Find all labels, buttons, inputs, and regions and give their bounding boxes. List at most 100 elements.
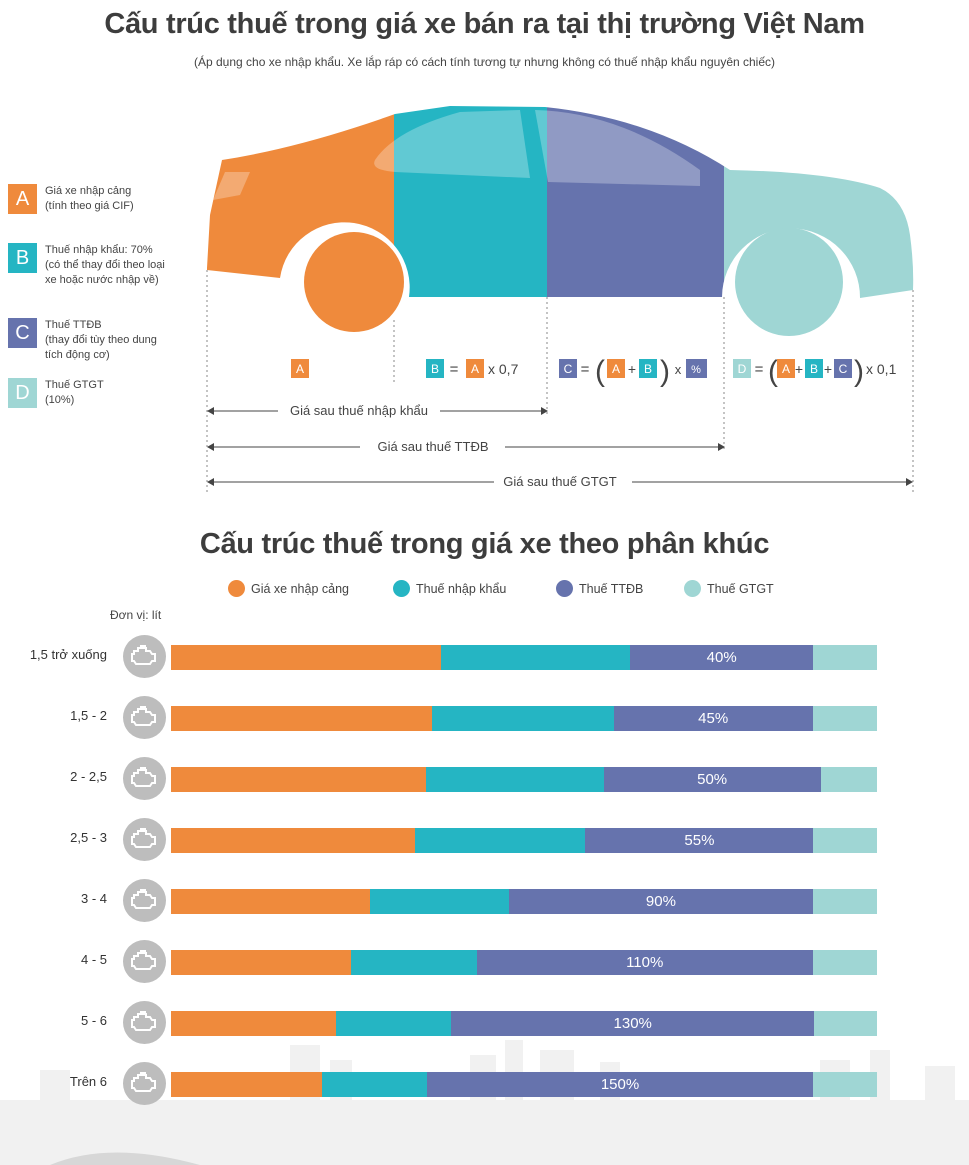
legend-label: Giá xe nhập cảng	[251, 581, 349, 596]
bar-segment: 50%	[603, 767, 821, 792]
unit-label: Đơn vị: lít	[110, 608, 162, 622]
svg-text:C: C	[839, 362, 848, 376]
category-label: 4 - 5	[80, 952, 107, 967]
bar-segment: 90%	[509, 889, 813, 914]
letter-box-a: A	[8, 184, 37, 214]
svg-text:): )	[660, 355, 670, 388]
stacked-bar: 110%	[171, 950, 877, 975]
bar-segment	[171, 645, 442, 670]
bar-segment	[322, 1072, 428, 1097]
bar-row: 4 - 5 110%	[0, 940, 969, 984]
bar-row: 3 - 4 90%	[0, 879, 969, 923]
stacked-bar: 150%	[171, 1072, 877, 1097]
engine-icon	[123, 1001, 166, 1044]
car-rear-wheel	[735, 228, 843, 336]
page-title: Cấu trúc thuế trong giá xe bán ra tại th…	[104, 8, 865, 40]
category-label: 1,5 trở xuống	[29, 647, 107, 662]
component-d-line1: Thuế GTGT	[45, 379, 104, 391]
bar-segment: 55%	[585, 828, 814, 853]
component-b-line1: Thuế nhập khẩu: 70%	[45, 244, 153, 256]
special-tax-rate-label: 45%	[698, 710, 729, 727]
special-tax-rate-label: 130%	[613, 1015, 652, 1032]
legend-item-import-tax: Thuế nhập khẩu	[393, 580, 506, 597]
component-text-d: Thuế GTGT (10%)	[45, 378, 180, 408]
category-label: Trên 6	[69, 1074, 107, 1089]
bar-row: 1,5 - 2 45%	[0, 696, 969, 740]
car-segment-b	[394, 106, 547, 298]
engine-icon	[123, 879, 166, 922]
svg-text:B: B	[431, 362, 439, 376]
legend-dot-light-teal	[684, 580, 701, 597]
engine-icon	[123, 635, 166, 678]
engine-icon	[123, 757, 166, 800]
special-tax-rate-label: 150%	[600, 1076, 640, 1093]
component-b-line3: xe hoặc nước nhập về)	[45, 274, 159, 286]
bar-row: 1,5 trở xuống 40%	[0, 635, 969, 679]
component-a-line1: Giá xe nhập cảng	[45, 185, 132, 197]
engine-icon	[123, 1062, 166, 1105]
car-front-wheel	[304, 232, 404, 332]
bar-row: Trên 6 150%	[0, 1062, 969, 1106]
engine-icon	[123, 940, 166, 983]
engine-icon	[123, 818, 166, 861]
svg-text:(: (	[595, 355, 605, 388]
svg-text:B: B	[644, 362, 652, 376]
bar-segment	[351, 950, 477, 975]
stacked-bar: 50%	[171, 767, 877, 792]
legend-item-import-price: Giá xe nhập cảng	[228, 580, 349, 597]
bar-segment	[171, 889, 371, 914]
svg-text:A: A	[782, 362, 790, 376]
svg-text:+: +	[824, 361, 832, 377]
bar-segment	[812, 889, 877, 914]
special-tax-rate-label: 40%	[706, 649, 737, 666]
bar-segment	[820, 767, 877, 792]
bar-segment	[812, 706, 877, 731]
svg-text:A: A	[612, 362, 620, 376]
component-d-line2: (10%)	[45, 394, 75, 406]
bar-segment	[414, 828, 586, 853]
svg-text:): )	[854, 355, 864, 388]
component-a-line2: (tính theo giá CIF)	[45, 200, 134, 212]
bar-segment	[171, 1072, 323, 1097]
bar-row: 5 - 6 130%	[0, 1001, 969, 1045]
bar-segment: 150%	[427, 1072, 813, 1097]
bar-segment	[812, 950, 877, 975]
bar-segment: 130%	[451, 1011, 815, 1036]
stacked-bar: 40%	[171, 645, 877, 670]
bar-segment: 45%	[613, 706, 813, 731]
svg-text:=: =	[755, 361, 764, 378]
component-legend-c: C Thuế TTĐB (thay đổi tùy theo dung tích…	[8, 318, 180, 363]
price-after-vat-label: Giá sau thuế GTGT	[503, 474, 616, 489]
legend-label: Thuế TTĐB	[579, 581, 644, 596]
bar-segment: 110%	[476, 950, 813, 975]
formula-c-percent: %	[691, 364, 701, 376]
bar-segment	[441, 645, 630, 670]
component-text-b: Thuế nhập khẩu: 70% (có thể thay đổi the…	[45, 243, 180, 288]
bar-segment	[370, 889, 510, 914]
legend-label: Thuế nhập khẩu	[416, 581, 507, 596]
stacked-bar: 45%	[171, 706, 877, 731]
letter-box-b: B	[8, 243, 37, 273]
formula-b-factor: x 0,7	[488, 361, 519, 377]
formula-d-factor: x 0,1	[866, 361, 897, 377]
svg-text:C: C	[564, 362, 573, 376]
svg-text:B: B	[810, 362, 818, 376]
bar-row: 2 - 2,5 50%	[0, 757, 969, 801]
legend-item-special-tax: Thuế TTĐB	[556, 580, 643, 597]
price-after-import-label: Giá sau thuế nhập khẩu	[290, 403, 428, 418]
segment-dividers	[206, 270, 914, 495]
svg-text:+: +	[628, 361, 636, 377]
component-text-a: Giá xe nhập cảng (tính theo giá CIF)	[45, 184, 180, 214]
stacked-bar: 130%	[171, 1011, 877, 1036]
car-diagram: A B = A x 0,7 C = ( A + B ) x % D = ( A …	[206, 106, 914, 495]
svg-text:D: D	[738, 362, 747, 376]
legend-item-vat: Thuế GTGT	[684, 580, 774, 597]
bar-segment	[812, 1072, 877, 1097]
component-text-c: Thuế TTĐB (thay đổi tùy theo dung tích đ…	[45, 318, 180, 363]
price-after-special-label: Giá sau thuế TTĐB	[377, 439, 488, 454]
car-rear-window	[535, 110, 700, 186]
bar-section-title: Cấu trúc thuế trong giá xe theo phân khú…	[199, 528, 770, 560]
component-b-line2: (có thể thay đổi theo loại	[45, 259, 165, 271]
formula-a: A	[291, 359, 309, 378]
category-label: 1,5 - 2	[70, 708, 107, 723]
